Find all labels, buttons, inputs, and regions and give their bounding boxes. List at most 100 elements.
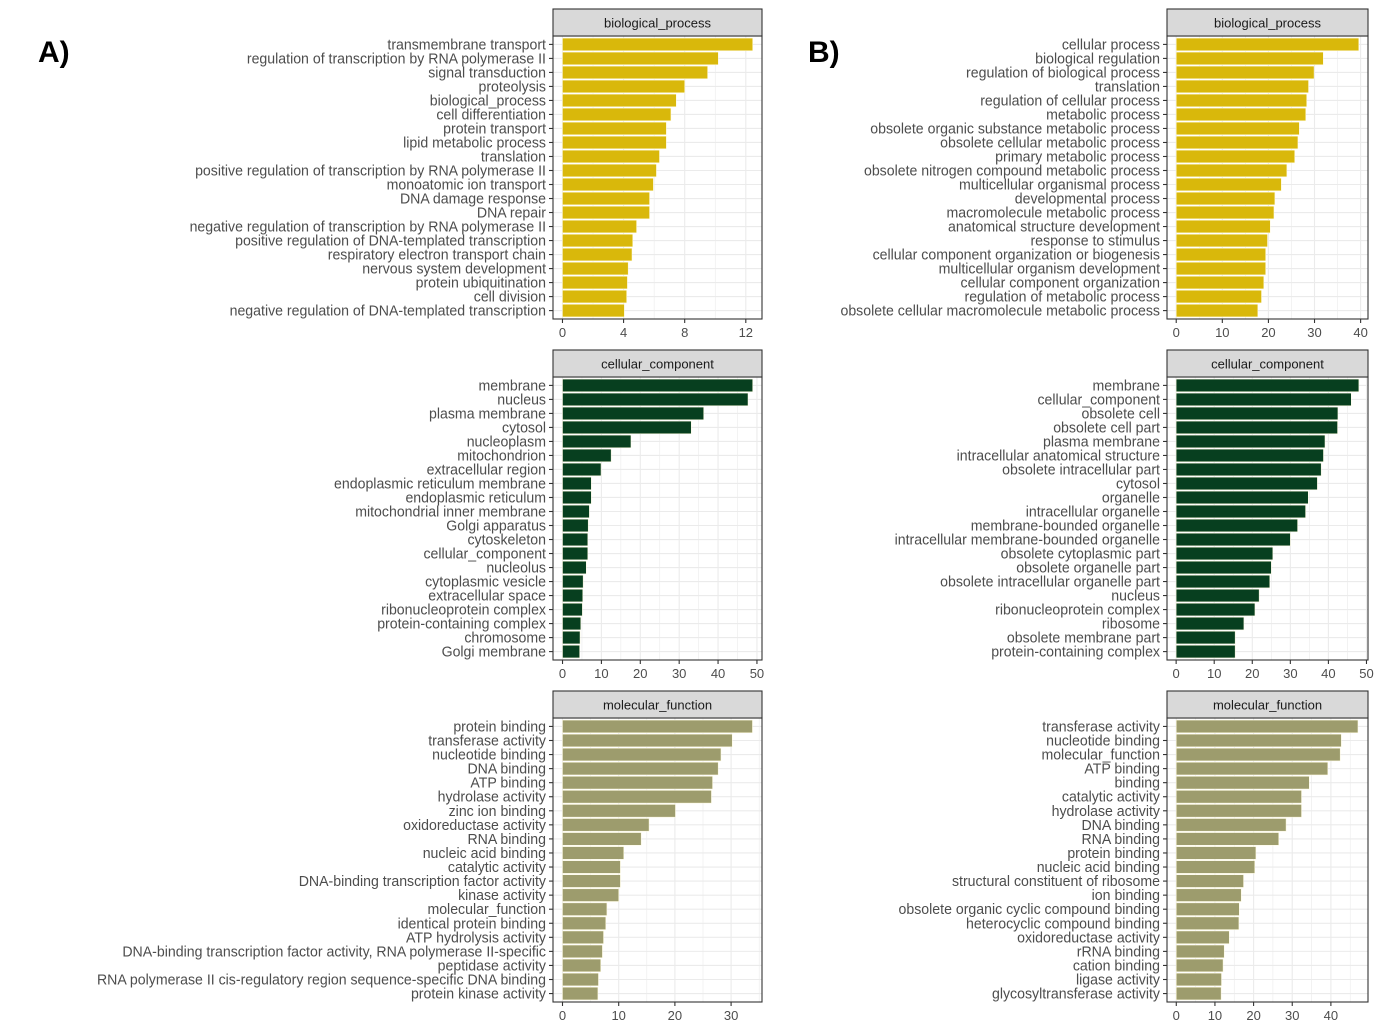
bar: [562, 603, 583, 617]
facet-A-biological_process: biological_process transmembrane transpor…: [190, 8, 763, 340]
bar: [1176, 860, 1255, 874]
bar: [1176, 762, 1329, 776]
bar: [1175, 276, 1265, 290]
bar: [1175, 574, 1271, 589]
panel-label-b: B): [808, 36, 840, 69]
facet-strip: [1166, 8, 1369, 37]
category-label: structural constituent of ribosome: [952, 873, 1160, 890]
bar: [1176, 818, 1287, 832]
category-label: protein kinase activity: [411, 986, 546, 1003]
category-label: rRNA binding: [1077, 943, 1160, 960]
facet-B-biological_process: biological_process cellular processbiolog…: [840, 8, 1369, 340]
category-label: ribosome: [1102, 616, 1160, 633]
category-label: nucleic acid binding: [1037, 859, 1160, 876]
category-label: primary metabolic process: [995, 148, 1160, 165]
bar: [1175, 149, 1295, 164]
category-label: binding: [1114, 775, 1160, 792]
category-label: RNA polymerase II cis-regulatory region …: [97, 972, 546, 989]
category-label: protein-containing complex: [991, 644, 1160, 661]
bar: [562, 79, 685, 93]
category-label: protein-containing complex: [377, 616, 546, 633]
category-label: ion binding: [1092, 887, 1160, 904]
bar: [562, 476, 592, 491]
bar: [1175, 645, 1236, 659]
bar: [1176, 916, 1240, 930]
x-tick-label: 40: [711, 666, 725, 681]
category-label: Golgi membrane: [442, 644, 546, 661]
bar: [562, 448, 612, 463]
x-tick-label: 30: [1285, 1008, 1299, 1023]
facet-strip: [552, 8, 763, 37]
category-label: DNA damage response: [400, 191, 546, 208]
category-label: DNA binding: [467, 761, 546, 778]
x-tick-label: 0: [1173, 325, 1180, 340]
category-label: intracellular organelle: [1026, 503, 1160, 520]
bar: [562, 790, 712, 804]
bar: [1176, 804, 1302, 818]
bar: [1175, 462, 1322, 477]
category-label: regulation of cellular process: [980, 92, 1160, 109]
category-label: identical protein binding: [398, 915, 546, 932]
category-label: cellular_component: [424, 546, 547, 563]
x-tick-label: 0: [1173, 666, 1180, 681]
category-label: negative regulation of DNA-templated tra…: [230, 303, 546, 320]
category-label: catalytic activity: [1062, 789, 1160, 806]
bar: [1176, 846, 1257, 860]
bar: [1175, 191, 1276, 206]
bar: [1176, 972, 1222, 987]
x-tick-label: 30: [1307, 325, 1321, 340]
bar: [562, 219, 637, 234]
bar: [562, 719, 753, 734]
category-label: RNA binding: [1081, 831, 1160, 848]
x-tick-label: 10: [611, 1008, 625, 1023]
bar: [562, 262, 629, 276]
category-label: metabolic process: [1046, 106, 1160, 123]
category-label: cellular process: [1062, 36, 1161, 53]
bar: [1175, 37, 1360, 51]
category-label: nucleic acid binding: [423, 845, 546, 862]
category-label: organelle: [1102, 489, 1160, 506]
bar: [1175, 392, 1352, 406]
bar: [562, 888, 619, 902]
category-label: nervous system development: [362, 261, 546, 278]
category-label: protein binding: [1067, 845, 1160, 862]
bar: [562, 762, 719, 776]
bar: [1176, 776, 1310, 790]
category-label: endoplasmic reticulum: [405, 489, 546, 506]
category-label: obsolete cell: [1081, 405, 1160, 422]
x-tick-label: 10: [594, 666, 608, 681]
bar: [1175, 304, 1259, 318]
bar: [1175, 107, 1307, 122]
category-label: negative regulation of transcription by …: [190, 219, 546, 236]
bar: [562, 874, 621, 888]
category-label: membrane-bounded organelle: [971, 518, 1160, 535]
facet-B-cellular_component: cellular_componentmembranecellular_compo…: [895, 349, 1374, 681]
bar: [562, 518, 589, 533]
bar: [562, 248, 633, 262]
category-label: obsolete intracellular organelle part: [940, 574, 1161, 591]
category-label: regulation of transcription by RNA polym…: [247, 50, 546, 67]
x-tick-label: 20: [1246, 1008, 1260, 1023]
category-label: ribonucleoprotein complex: [995, 602, 1160, 619]
category-label: oxidoreductase activity: [1017, 929, 1160, 946]
x-tick-label: 20: [668, 1008, 682, 1023]
category-label: molecular_function: [1041, 747, 1160, 764]
x-tick-label: 12: [739, 325, 753, 340]
bar: [1176, 874, 1244, 888]
category-label: extracellular space: [428, 588, 546, 605]
category-label: obsolete nitrogen compound metabolic pro…: [864, 162, 1160, 179]
bar: [562, 93, 677, 108]
bar: [562, 560, 587, 575]
category-label: regulation of metabolic process: [964, 289, 1160, 306]
bar: [562, 574, 584, 589]
bar: [1175, 51, 1324, 65]
category-label: translation: [1095, 78, 1160, 95]
category-label: nucleotide binding: [1046, 732, 1160, 749]
bar: [562, 135, 667, 150]
x-tick-label: 10: [1207, 666, 1221, 681]
category-label: cation binding: [1073, 957, 1160, 974]
x-tick-label: 0: [1173, 1008, 1180, 1023]
category-label: response to stimulus: [1030, 233, 1160, 250]
x-tick-label: 20: [633, 666, 647, 681]
